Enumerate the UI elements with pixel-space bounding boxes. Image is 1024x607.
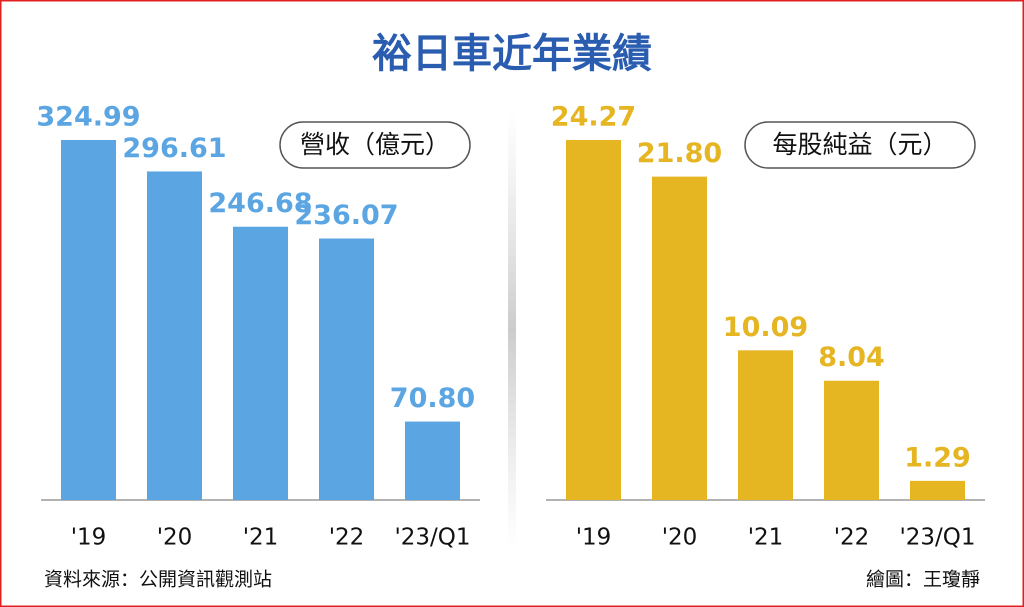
value-label: 24.27 xyxy=(551,102,636,133)
legend-pill xyxy=(744,121,976,169)
legend-pill xyxy=(279,121,471,169)
value-label: 296.61 xyxy=(122,133,226,164)
value-label: 324.99 xyxy=(36,102,140,133)
bar xyxy=(405,421,460,500)
value-label: 70.80 xyxy=(390,383,475,414)
bar xyxy=(824,380,879,500)
x-tick-label: '21 xyxy=(748,525,784,551)
x-tick-label: '19 xyxy=(576,525,612,551)
value-label: 8.04 xyxy=(818,342,885,373)
value-label: 1.29 xyxy=(904,442,971,473)
value-label: 246.68 xyxy=(208,188,312,219)
credit: 繪圖：王瓊靜 xyxy=(866,569,980,591)
x-tick-label: '22 xyxy=(834,525,870,551)
x-tick-label: '20 xyxy=(157,525,193,551)
value-label: 236.07 xyxy=(294,200,398,231)
source: 資料來源：公開資訊觀測站 xyxy=(44,569,272,591)
x-tick-label: '23/Q1 xyxy=(394,525,470,551)
x-tick-label: '22 xyxy=(329,525,365,551)
bar xyxy=(652,176,707,500)
value-label: 10.09 xyxy=(723,312,808,343)
bar xyxy=(319,238,374,500)
value-label: 21.80 xyxy=(637,138,722,169)
x-tick-label: '21 xyxy=(243,525,279,551)
bar xyxy=(566,140,621,500)
divider xyxy=(508,110,516,550)
panel-title: 每股純益（元） xyxy=(772,130,947,159)
bar xyxy=(147,171,202,501)
page-title: 裕日車近年業績 xyxy=(372,31,652,77)
bar xyxy=(61,140,116,500)
x-tick-label: '20 xyxy=(662,525,698,551)
x-tick-label: '23/Q1 xyxy=(899,525,975,551)
panel-title: 營收（億元） xyxy=(300,130,450,159)
bar xyxy=(910,480,965,500)
bar xyxy=(233,226,288,501)
x-tick-label: '19 xyxy=(71,525,107,551)
bar xyxy=(738,350,793,500)
